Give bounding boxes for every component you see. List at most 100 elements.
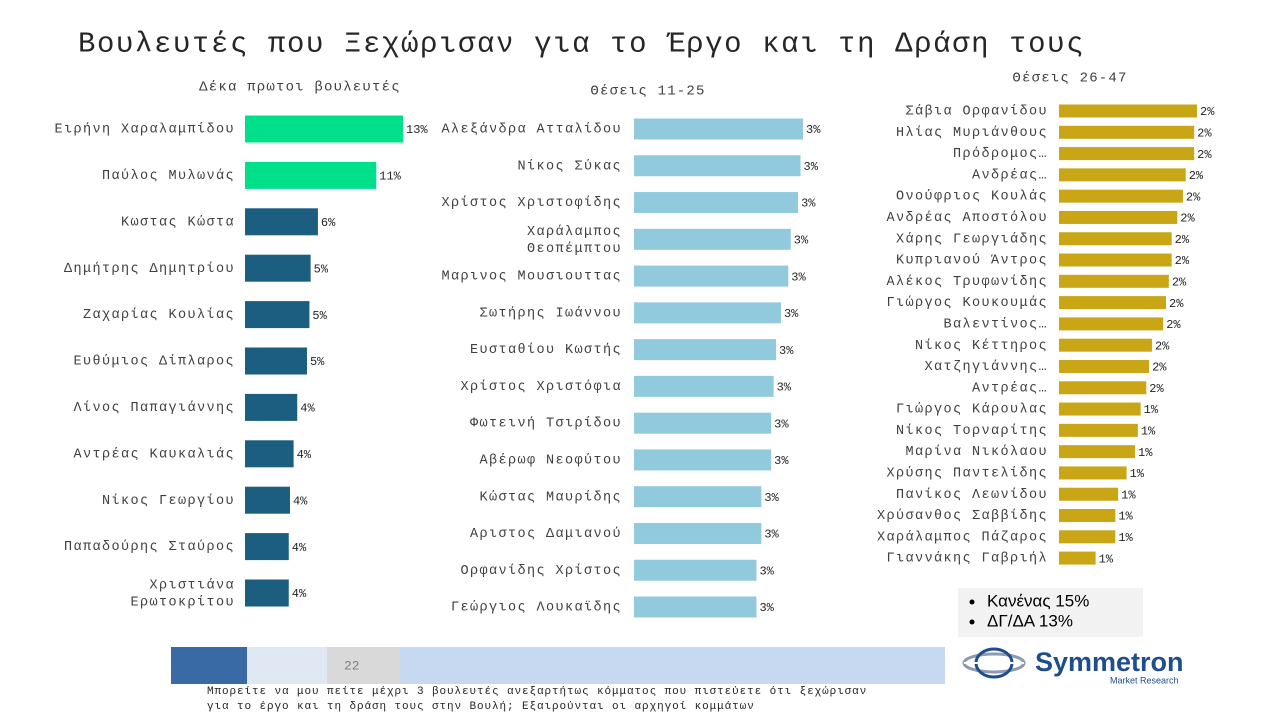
bar	[245, 301, 310, 329]
category-label: Χαράλαμπος Θεοπέμπτου	[527, 224, 622, 256]
footnote: Μπορείτε να μου πείτε μέχρι 3 βουλευτές …	[207, 686, 867, 698]
bar	[1059, 189, 1183, 203]
bar	[245, 486, 290, 514]
bar	[634, 339, 777, 361]
bar	[1059, 274, 1169, 288]
value-label: 2%	[1152, 361, 1167, 375]
value-label: 3%	[774, 417, 789, 431]
note: ΔΓ/ΔΑ 13%	[987, 611, 1073, 630]
bar	[634, 118, 803, 140]
category-label: Λίνος Παπαγιάννης	[73, 401, 235, 416]
bar	[1059, 466, 1127, 480]
value-label: 4%	[297, 448, 312, 462]
category-label: Κώστας Μαυρίδης	[479, 490, 622, 505]
value-label: 2%	[1175, 254, 1190, 268]
notes-box	[958, 588, 1143, 637]
category-label: Γιώργος Κάρουλας	[896, 403, 1048, 418]
category-label: Χαράλαμπος Πάζαρος	[877, 530, 1048, 545]
category-label: Ηλίας Μυριάνθους	[896, 126, 1048, 141]
page-number: 22	[344, 658, 360, 673]
text-line: Χριστιάνα	[149, 578, 235, 593]
category-label: Χρίστος Χριστοφίδης	[441, 196, 622, 211]
bar	[245, 579, 289, 607]
category-label: Σωτήρης Ιωάννου	[479, 306, 622, 321]
category-label: Ορφανίδης Χρίστος	[460, 564, 622, 579]
value-label: 1%	[1141, 425, 1156, 439]
bar	[1059, 125, 1195, 139]
category-label: Χρύσης Παντελίδης	[886, 466, 1048, 481]
category-label: Ειρήνη Χαραλαμπίδου	[54, 123, 235, 138]
value-label: 6%	[321, 216, 336, 230]
bar	[245, 115, 403, 143]
bar	[634, 155, 801, 177]
bar	[245, 393, 298, 421]
bar	[1059, 359, 1150, 373]
category-label: Πρόδρομος…	[953, 147, 1048, 162]
value-label: 3%	[759, 601, 774, 615]
value-label: 5%	[310, 355, 325, 369]
category-label: Ευσταθίου Κωστής	[470, 343, 622, 358]
bar	[1059, 338, 1152, 352]
value-label: 2%	[1200, 105, 1215, 119]
category-label: Ζαχαρίας Κουλίας	[83, 308, 235, 323]
category-label: Παύλος Μυλωνάς	[102, 169, 235, 184]
category-label: Νίκος Κέττηρος	[915, 339, 1048, 354]
category-label: Παπαδούρης Σταύρος	[64, 540, 235, 555]
value-label: 3%	[794, 233, 809, 247]
value-label: 5%	[312, 309, 327, 323]
bar	[634, 228, 791, 250]
bar	[245, 254, 311, 282]
value-label: 1%	[1130, 467, 1145, 481]
bar	[634, 302, 781, 324]
category-label: Μαρίνα Νικόλαου	[905, 445, 1048, 460]
value-label: 3%	[779, 344, 794, 358]
value-label: 5%	[314, 262, 329, 276]
category-label: Γιώργος Κουκουμάς	[886, 296, 1048, 311]
bar	[1059, 232, 1172, 246]
bar	[1059, 147, 1195, 161]
bar	[1059, 423, 1138, 437]
category-label: Φωτεινή Τσιρίδου	[470, 417, 622, 432]
bar	[245, 347, 307, 375]
value-label: 4%	[292, 541, 307, 555]
bar	[1059, 530, 1116, 544]
text-line: Χαράλαμπος	[527, 224, 622, 239]
bullet	[969, 619, 975, 625]
bar	[245, 161, 377, 189]
category-label: Αντρέας…	[972, 381, 1048, 396]
category-label: Ονούφριος Κουλάς	[896, 190, 1048, 205]
category-label: Ανδρέας…	[972, 168, 1048, 183]
category-label: Αντρέας Καυκαλιάς	[73, 447, 235, 462]
category-label: Γεώργιος Λουκαϊδης	[451, 601, 622, 616]
bar	[634, 375, 774, 397]
bar	[1059, 551, 1096, 565]
category-label: Αριστος Δαμιανού	[470, 527, 622, 542]
logo-tagline: Market Research	[1110, 675, 1179, 685]
bar	[1059, 317, 1164, 331]
value-label: 2%	[1197, 126, 1212, 140]
value-label: 2%	[1155, 339, 1170, 353]
category-label: Βαλεντίνος…	[943, 317, 1048, 332]
bar	[245, 533, 289, 561]
category-label: Χρύσανθος Σαββίδης	[877, 509, 1048, 524]
bar	[1059, 402, 1141, 416]
bar	[634, 486, 762, 508]
value-label: 2%	[1166, 318, 1181, 332]
category-label: Αλέκος Τρυφωνίδης	[886, 275, 1048, 290]
category-label: Πανίκος Λεωνίδου	[896, 488, 1048, 503]
logo-icon	[962, 647, 1026, 679]
value-label: 4%	[293, 494, 308, 508]
slide-title: Βουλευτές που Ξεχώρισαν για το Έργο και …	[78, 28, 1085, 61]
value-label: 1%	[1138, 446, 1153, 460]
value-label: 2%	[1175, 233, 1190, 247]
note: Κανένας 15%	[987, 591, 1089, 610]
value-label: 2%	[1197, 148, 1212, 162]
bar	[1059, 168, 1186, 182]
chart-subtitle: Θέσεις 11-25	[590, 84, 705, 100]
bar	[634, 412, 772, 434]
value-label: 2%	[1189, 169, 1204, 183]
value-label: 2%	[1169, 297, 1184, 311]
bar	[1059, 381, 1147, 395]
value-label: 3%	[806, 123, 821, 137]
category-label: Γιαννάκης Γαβριήλ	[886, 552, 1048, 567]
